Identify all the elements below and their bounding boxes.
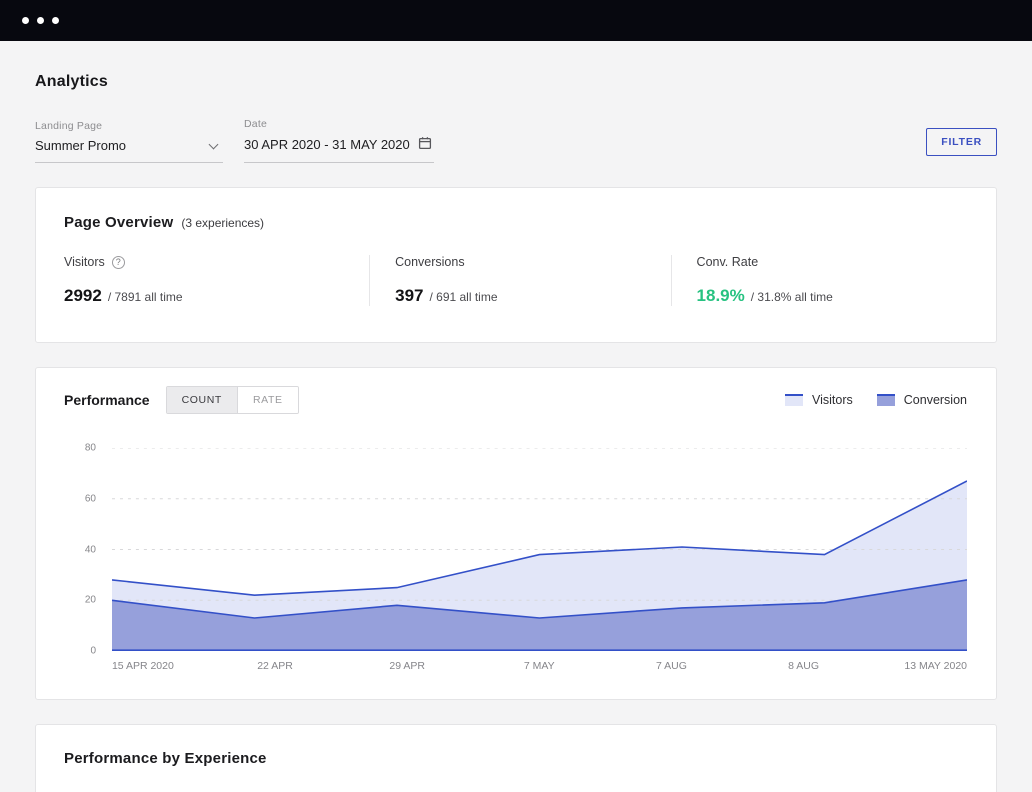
page-title: Analytics xyxy=(35,73,997,91)
stat-visitors-alltime: / 7891 all time xyxy=(108,290,183,304)
performance-title: Performance xyxy=(64,392,150,408)
area-chart: 020406080 xyxy=(112,448,967,651)
legend-conversion-label: Conversion xyxy=(904,393,967,407)
stat-conversions-value: 397 xyxy=(395,286,423,306)
filter-button[interactable]: FILTER xyxy=(926,128,997,156)
performance-by-experience-card: Performance by Experience xyxy=(35,724,997,792)
stat-conversions-label: Conversions xyxy=(395,255,464,269)
area-chart-canvas xyxy=(112,448,967,651)
landing-page-select[interactable]: Landing Page Summer Promo xyxy=(35,120,223,163)
window-control-dot[interactable] xyxy=(37,17,44,24)
legend-item-visitors[interactable]: Visitors xyxy=(785,393,853,407)
stat-visitors: Visitors ? 2992 / 7891 all time xyxy=(36,255,369,306)
help-icon[interactable]: ? xyxy=(112,256,125,269)
y-axis-tick-label: 20 xyxy=(72,595,96,606)
x-axis-tick-label: 8 AUG xyxy=(788,660,819,672)
date-range-value: 30 APR 2020 - 31 MAY 2020 xyxy=(244,137,410,152)
date-label: Date xyxy=(244,118,434,130)
performance-card: Performance COUNT RATE Visitors Conversi… xyxy=(35,367,997,700)
stat-visitors-label: Visitors xyxy=(64,255,105,269)
toggle-count-button[interactable]: COUNT xyxy=(167,387,237,413)
filter-bar: Landing Page Summer Promo Date 30 APR 20… xyxy=(35,118,997,163)
window-control-dot[interactable] xyxy=(22,17,29,24)
overview-stats: Visitors ? 2992 / 7891 all time Conversi… xyxy=(36,255,996,306)
page-content: Analytics Landing Page Summer Promo Date… xyxy=(0,73,1032,792)
legend-visitors-label: Visitors xyxy=(812,393,853,407)
count-rate-toggle: COUNT RATE xyxy=(166,386,299,414)
overview-title: Page Overview xyxy=(64,214,173,231)
stat-conversions: Conversions 397 / 691 all time xyxy=(369,255,670,306)
landing-page-value: Summer Promo xyxy=(35,138,126,153)
y-axis-tick-label: 0 xyxy=(72,646,96,657)
x-axis: 15 APR 2020 22 APR 29 APR 7 MAY 7 AUG 8 AUG 13… xyxy=(112,651,967,673)
chart-legend: Visitors Conversion xyxy=(785,393,967,407)
x-axis-tick-label: 13 MAY 2020 xyxy=(904,660,967,672)
stat-conv-rate-label: Conv. Rate xyxy=(697,255,759,269)
stat-visitors-value: 2992 xyxy=(64,286,102,306)
y-axis-tick-label: 40 xyxy=(72,544,96,555)
x-axis-tick-label: 15 APR 2020 xyxy=(112,660,174,672)
conversion-swatch-icon xyxy=(877,394,895,406)
x-axis-tick-label: 22 APR xyxy=(257,660,293,672)
x-axis-tick-label: 7 AUG xyxy=(656,660,687,672)
stat-conversions-alltime: / 691 all time xyxy=(429,290,497,304)
legend-item-conversion[interactable]: Conversion xyxy=(877,393,967,407)
window-control-dot[interactable] xyxy=(52,17,59,24)
visitors-swatch-icon xyxy=(785,394,803,406)
landing-page-label: Landing Page xyxy=(35,120,223,132)
y-axis-tick-label: 60 xyxy=(72,493,96,504)
window-titlebar xyxy=(0,0,1032,41)
date-range-picker[interactable]: Date 30 APR 2020 - 31 MAY 2020 xyxy=(244,118,434,163)
x-axis-tick-label: 7 MAY xyxy=(524,660,555,672)
y-axis-tick-label: 80 xyxy=(72,443,96,454)
stat-conv-rate-value: 18.9% xyxy=(697,286,745,306)
chevron-down-icon xyxy=(209,139,219,149)
experience-title: Performance by Experience xyxy=(64,750,267,767)
overview-subtitle: (3 experiences) xyxy=(181,216,264,230)
calendar-icon xyxy=(418,136,432,153)
stat-conv-rate: Conv. Rate 18.9% / 31.8% all time xyxy=(671,255,996,306)
x-axis-tick-label: 29 APR xyxy=(389,660,425,672)
stat-conv-rate-alltime: / 31.8% all time xyxy=(751,290,833,304)
page-overview-card: Page Overview (3 experiences) Visitors ?… xyxy=(35,187,997,343)
toggle-rate-button[interactable]: RATE xyxy=(237,387,298,413)
